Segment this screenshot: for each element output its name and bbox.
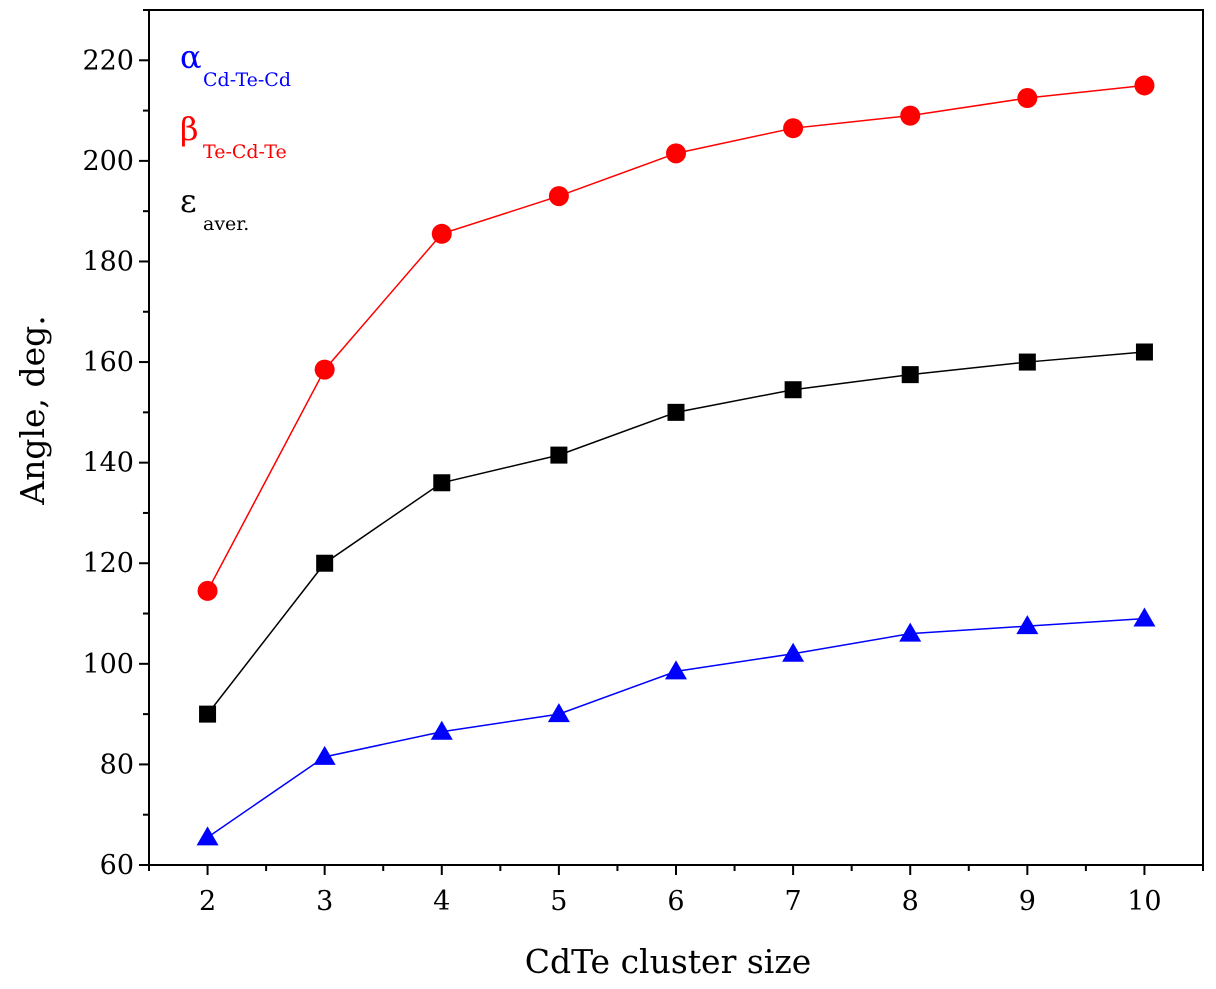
data-point [1133, 607, 1156, 627]
y-tick-label: 220 [82, 45, 134, 76]
series-line [207, 617, 1145, 838]
data-point [316, 554, 334, 572]
data-point [1134, 75, 1155, 96]
y-tick-label: 80 [100, 749, 134, 780]
data-point [667, 403, 685, 421]
x-tick-label: 7 [785, 886, 802, 917]
data-point [199, 705, 217, 723]
axis-ticks [139, 9, 1204, 875]
data-point [430, 720, 453, 740]
y-tick-label: 160 [82, 347, 134, 378]
data-point [431, 223, 452, 244]
plot-frame [148, 9, 1204, 866]
y-tick-label: 140 [82, 448, 134, 479]
x-tick-label: 2 [199, 886, 216, 917]
data-point [313, 745, 336, 765]
legend-subscript: Te-Cd-Te [203, 141, 287, 163]
data-point [901, 366, 919, 384]
data-point [196, 826, 219, 846]
x-tick-label: 5 [550, 886, 567, 917]
data-point [314, 359, 335, 380]
x-tick-label: 3 [316, 886, 333, 917]
y-tick-label: 60 [100, 850, 134, 881]
data-point [548, 186, 569, 207]
x-tick-label: 9 [1019, 886, 1036, 917]
x-tick-label: 8 [902, 886, 919, 917]
tick-labels: 2 3 4 5 6 7 8 9 10 60 80 100 120 140 160 180 200 220 [82, 45, 1161, 917]
data-point [782, 642, 805, 662]
data-point [1018, 353, 1036, 371]
data-point [666, 143, 686, 164]
data-point [900, 105, 921, 126]
y-tick-label: 120 [82, 548, 134, 579]
y-axis-title: Angle, deg. [13, 315, 52, 506]
y-tick-label: 100 [82, 649, 134, 680]
data-point [197, 580, 218, 601]
data-point [1016, 615, 1039, 635]
x-tick-label: 10 [1127, 886, 1161, 917]
series-layer [196, 75, 1156, 846]
legend-subscript: aver. [203, 213, 249, 235]
data-point [1017, 88, 1038, 109]
y-tick-label: 180 [82, 246, 134, 277]
data-point [547, 703, 570, 723]
data-point [433, 474, 451, 492]
data-point [1135, 343, 1153, 361]
x-axis-title: CdTe cluster size [525, 942, 812, 981]
legend-symbol: ε [180, 182, 197, 220]
legend-symbol: α [180, 38, 202, 76]
data-point [783, 118, 804, 139]
x-tick-label: 6 [667, 886, 684, 917]
legend-symbol: β [180, 110, 199, 148]
legend-subscript: Cd-Te-Cd [203, 69, 291, 91]
x-tick-label: 4 [433, 886, 450, 917]
data-point [784, 381, 802, 399]
data-point [899, 622, 922, 642]
series-square [199, 343, 1153, 723]
y-tick-label: 200 [82, 146, 134, 177]
series-triangle [196, 607, 1156, 846]
data-point [550, 446, 568, 464]
data-point [665, 660, 687, 680]
series-circle [197, 75, 1155, 601]
